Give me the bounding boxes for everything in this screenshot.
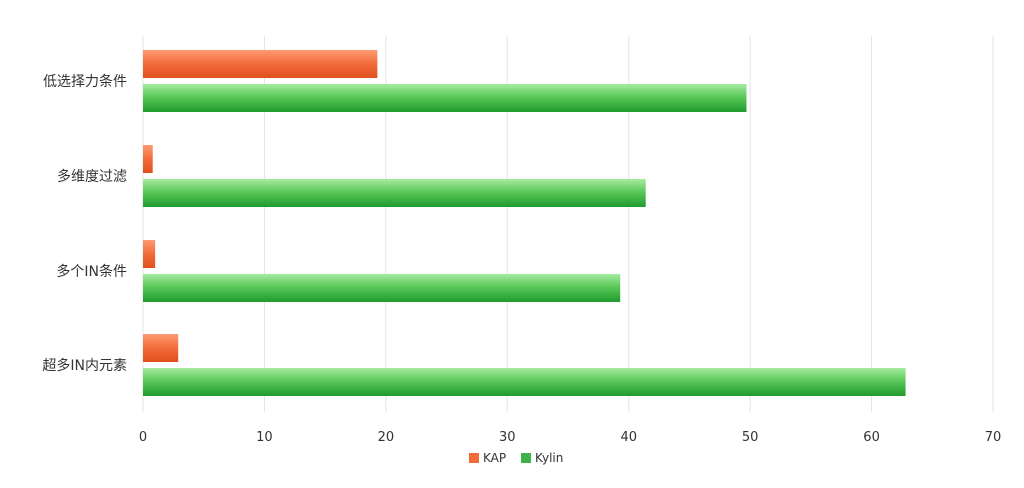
legend-label-kylin: Kylin bbox=[535, 451, 563, 465]
x-tick-label: 50 bbox=[742, 430, 759, 445]
x-tick-label: 0 bbox=[139, 430, 147, 445]
x-tick-label: 20 bbox=[378, 430, 395, 445]
bars bbox=[143, 50, 906, 396]
x-tick-label: 70 bbox=[985, 430, 1002, 445]
bar-kylin-2 bbox=[143, 274, 621, 302]
category-label: 多个IN条件 bbox=[56, 263, 127, 280]
x-axis-tick-labels: 0 10 20 30 40 50 60 70 bbox=[139, 430, 1001, 445]
bar-kylin-0 bbox=[143, 84, 747, 112]
x-tick-label: 30 bbox=[499, 430, 516, 445]
legend-label-kap: KAP bbox=[483, 451, 506, 465]
bar-kylin-1 bbox=[143, 179, 646, 207]
legend: KAP Kylin bbox=[469, 451, 563, 465]
bar-kap-3 bbox=[143, 334, 179, 362]
bar-kylin-3 bbox=[143, 368, 906, 396]
bar-kap-2 bbox=[143, 240, 156, 268]
x-tick-label: 60 bbox=[863, 430, 880, 445]
bar-kap-0 bbox=[143, 50, 378, 78]
bar-kap-1 bbox=[143, 145, 153, 173]
legend-swatch-kap bbox=[469, 453, 479, 463]
x-tick-label: 40 bbox=[620, 430, 637, 445]
category-label: 低选择力条件 bbox=[43, 73, 127, 90]
category-label: 多维度过滤 bbox=[57, 168, 127, 185]
category-label: 超多IN内元素 bbox=[42, 357, 127, 374]
x-tick-label: 10 bbox=[256, 430, 273, 445]
legend-swatch-kylin bbox=[521, 453, 531, 463]
